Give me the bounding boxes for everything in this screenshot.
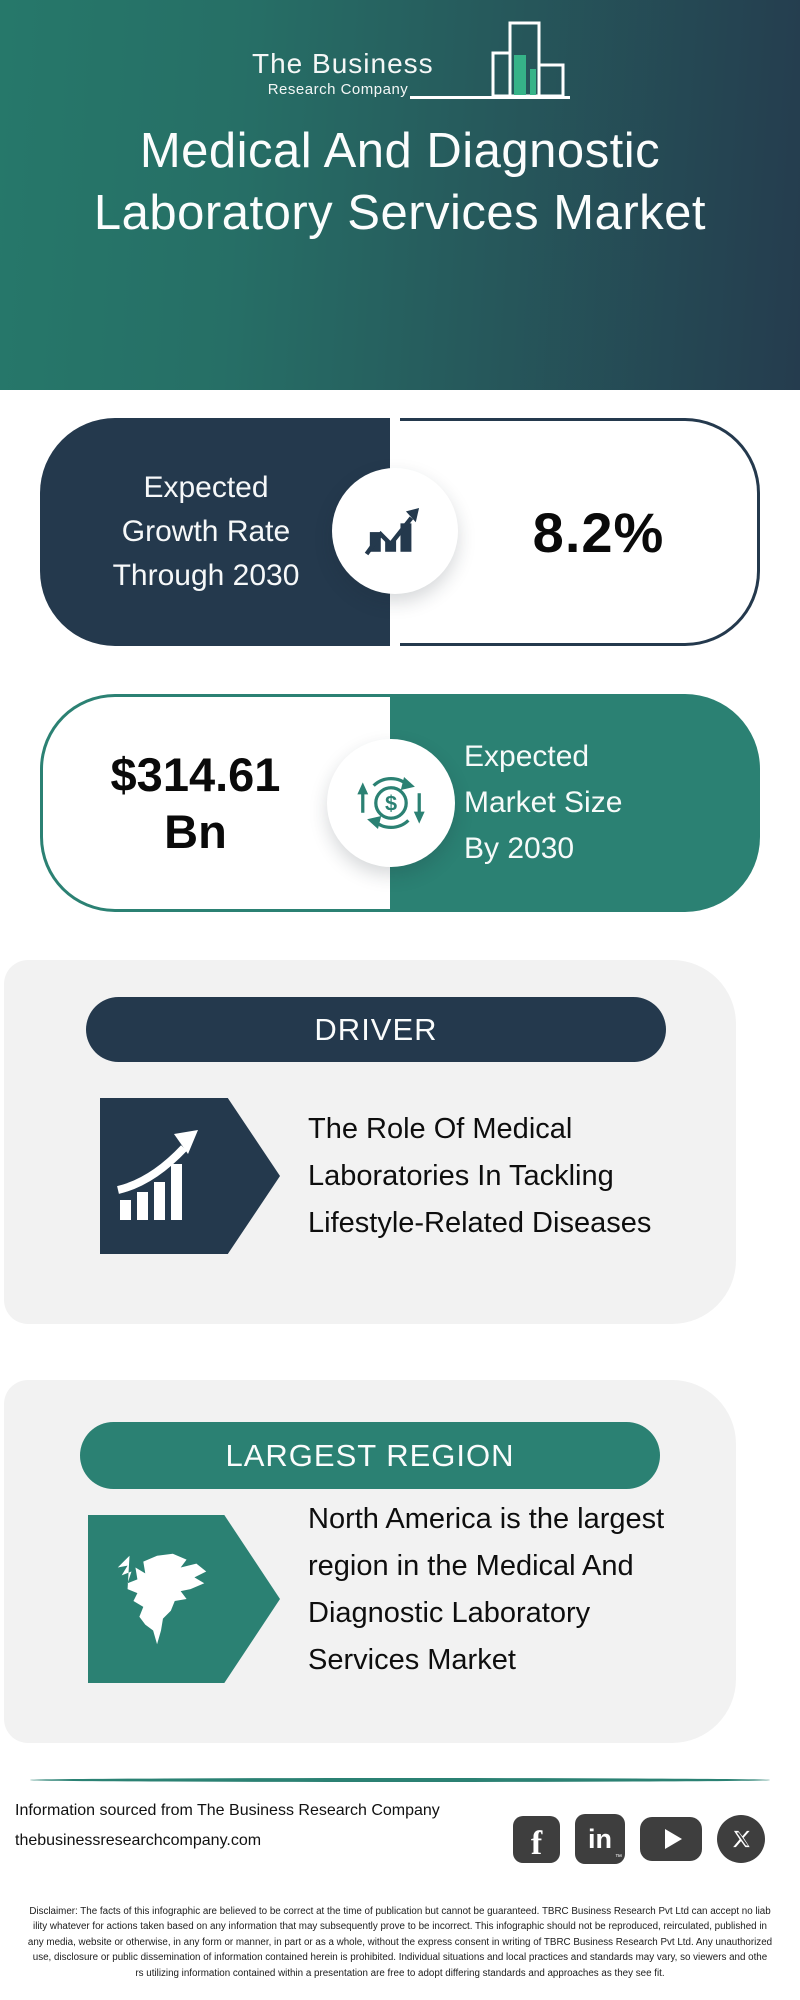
page-title-line1: Medical And Diagnostic	[139, 124, 661, 178]
disclaimer-line3: any media, website or otherwise, in any …	[27, 1936, 773, 1948]
driver-growth-icon	[116, 1130, 198, 1220]
svg-text:$: $	[385, 791, 397, 816]
market-size-label-pill: Expected Market Size By 2030	[390, 694, 760, 912]
play-icon	[664, 1829, 682, 1849]
driver-description: The Role Of Medical Laboratories In Tack…	[308, 1106, 728, 1247]
growth-label-line2: Growth Rate	[121, 515, 291, 548]
market-label-line2: Market Size	[464, 786, 623, 819]
logo-line2: Research Company	[267, 81, 409, 98]
market-label-line1: Expected	[464, 740, 590, 773]
largest-region-description: North America is the largest region in t…	[308, 1496, 738, 1684]
market-size-value-line2: Bn	[164, 805, 227, 858]
disclaimer-line2: ility whatever for actions taken based o…	[33, 1921, 767, 1933]
money-circulation-icon: $	[357, 776, 425, 830]
growth-rate-value-pill: 8.2%	[400, 418, 760, 646]
region-text-line4: Services Market	[308, 1644, 516, 1676]
x-twitter-icon[interactable]	[717, 1815, 765, 1863]
region-text-line1: North America is the largest	[308, 1503, 665, 1535]
source-website: thebusinessresearchcompany.com	[15, 1832, 262, 1849]
logo-text: The Business Research Company	[252, 48, 434, 98]
growth-chart-icon	[364, 508, 420, 556]
growth-icon-badge	[332, 468, 458, 594]
driver-text-line2: Laboratories In Tackling	[308, 1160, 614, 1192]
linkedin-icon[interactable]: in ™	[575, 1814, 625, 1864]
facebook-icon[interactable]: f	[513, 1815, 560, 1863]
market-size-icon-badge: $	[327, 739, 455, 867]
market-label-line3: By 2030	[464, 832, 575, 865]
growth-rate-label-pill: Expected Growth Rate Through 2030	[40, 418, 390, 646]
driver-text-line1: The Role Of Medical	[308, 1113, 573, 1145]
driver-text-line3: Lifestyle-Related Diseases	[308, 1207, 652, 1239]
largest-region-heading: LARGEST REGION	[225, 1437, 515, 1473]
footer-divider	[30, 1778, 770, 1782]
header-banner: The Business Research Company Medical An…	[0, 0, 800, 390]
north-america-map-icon	[117, 1553, 207, 1645]
driver-heading: DRIVER	[314, 1011, 438, 1047]
logo-bar-chart-icon	[410, 21, 570, 99]
youtube-icon[interactable]	[640, 1817, 702, 1861]
company-logo: The Business Research Company	[252, 14, 570, 110]
driver-heading-pill: DRIVER	[86, 997, 666, 1062]
disclaimer-line5: rs utilizing information contained withi…	[135, 1967, 665, 1979]
market-size-value-line1: $314.61	[110, 748, 281, 801]
region-text-line2: region in the Medical And	[308, 1550, 634, 1582]
disclaimer-line1: Disclaimer: The facts of this infographi…	[29, 1906, 771, 1917]
page-title: Medical And Diagnostic Laboratory Servic…	[0, 120, 800, 244]
page-title-line2: Laboratory Services Market	[93, 186, 707, 240]
source-text: Information sourced from The Business Re…	[15, 1802, 440, 1819]
logo-line1: The Business	[252, 48, 434, 79]
growth-label-line1: Expected	[143, 471, 269, 504]
growth-label-line3: Through 2030	[112, 559, 300, 592]
growth-rate-value: 8.2%	[532, 500, 665, 564]
disclaimer-line4: use, disclosure or public dissemination …	[32, 1952, 768, 1964]
social-icons: f in ™	[513, 1812, 785, 1866]
largest-region-heading-pill: LARGEST REGION	[80, 1422, 660, 1489]
disclaimer-text: Disclaimer: The facts of this infographi…	[0, 1904, 800, 1981]
region-text-line3: Diagnostic Laboratory	[308, 1597, 591, 1629]
